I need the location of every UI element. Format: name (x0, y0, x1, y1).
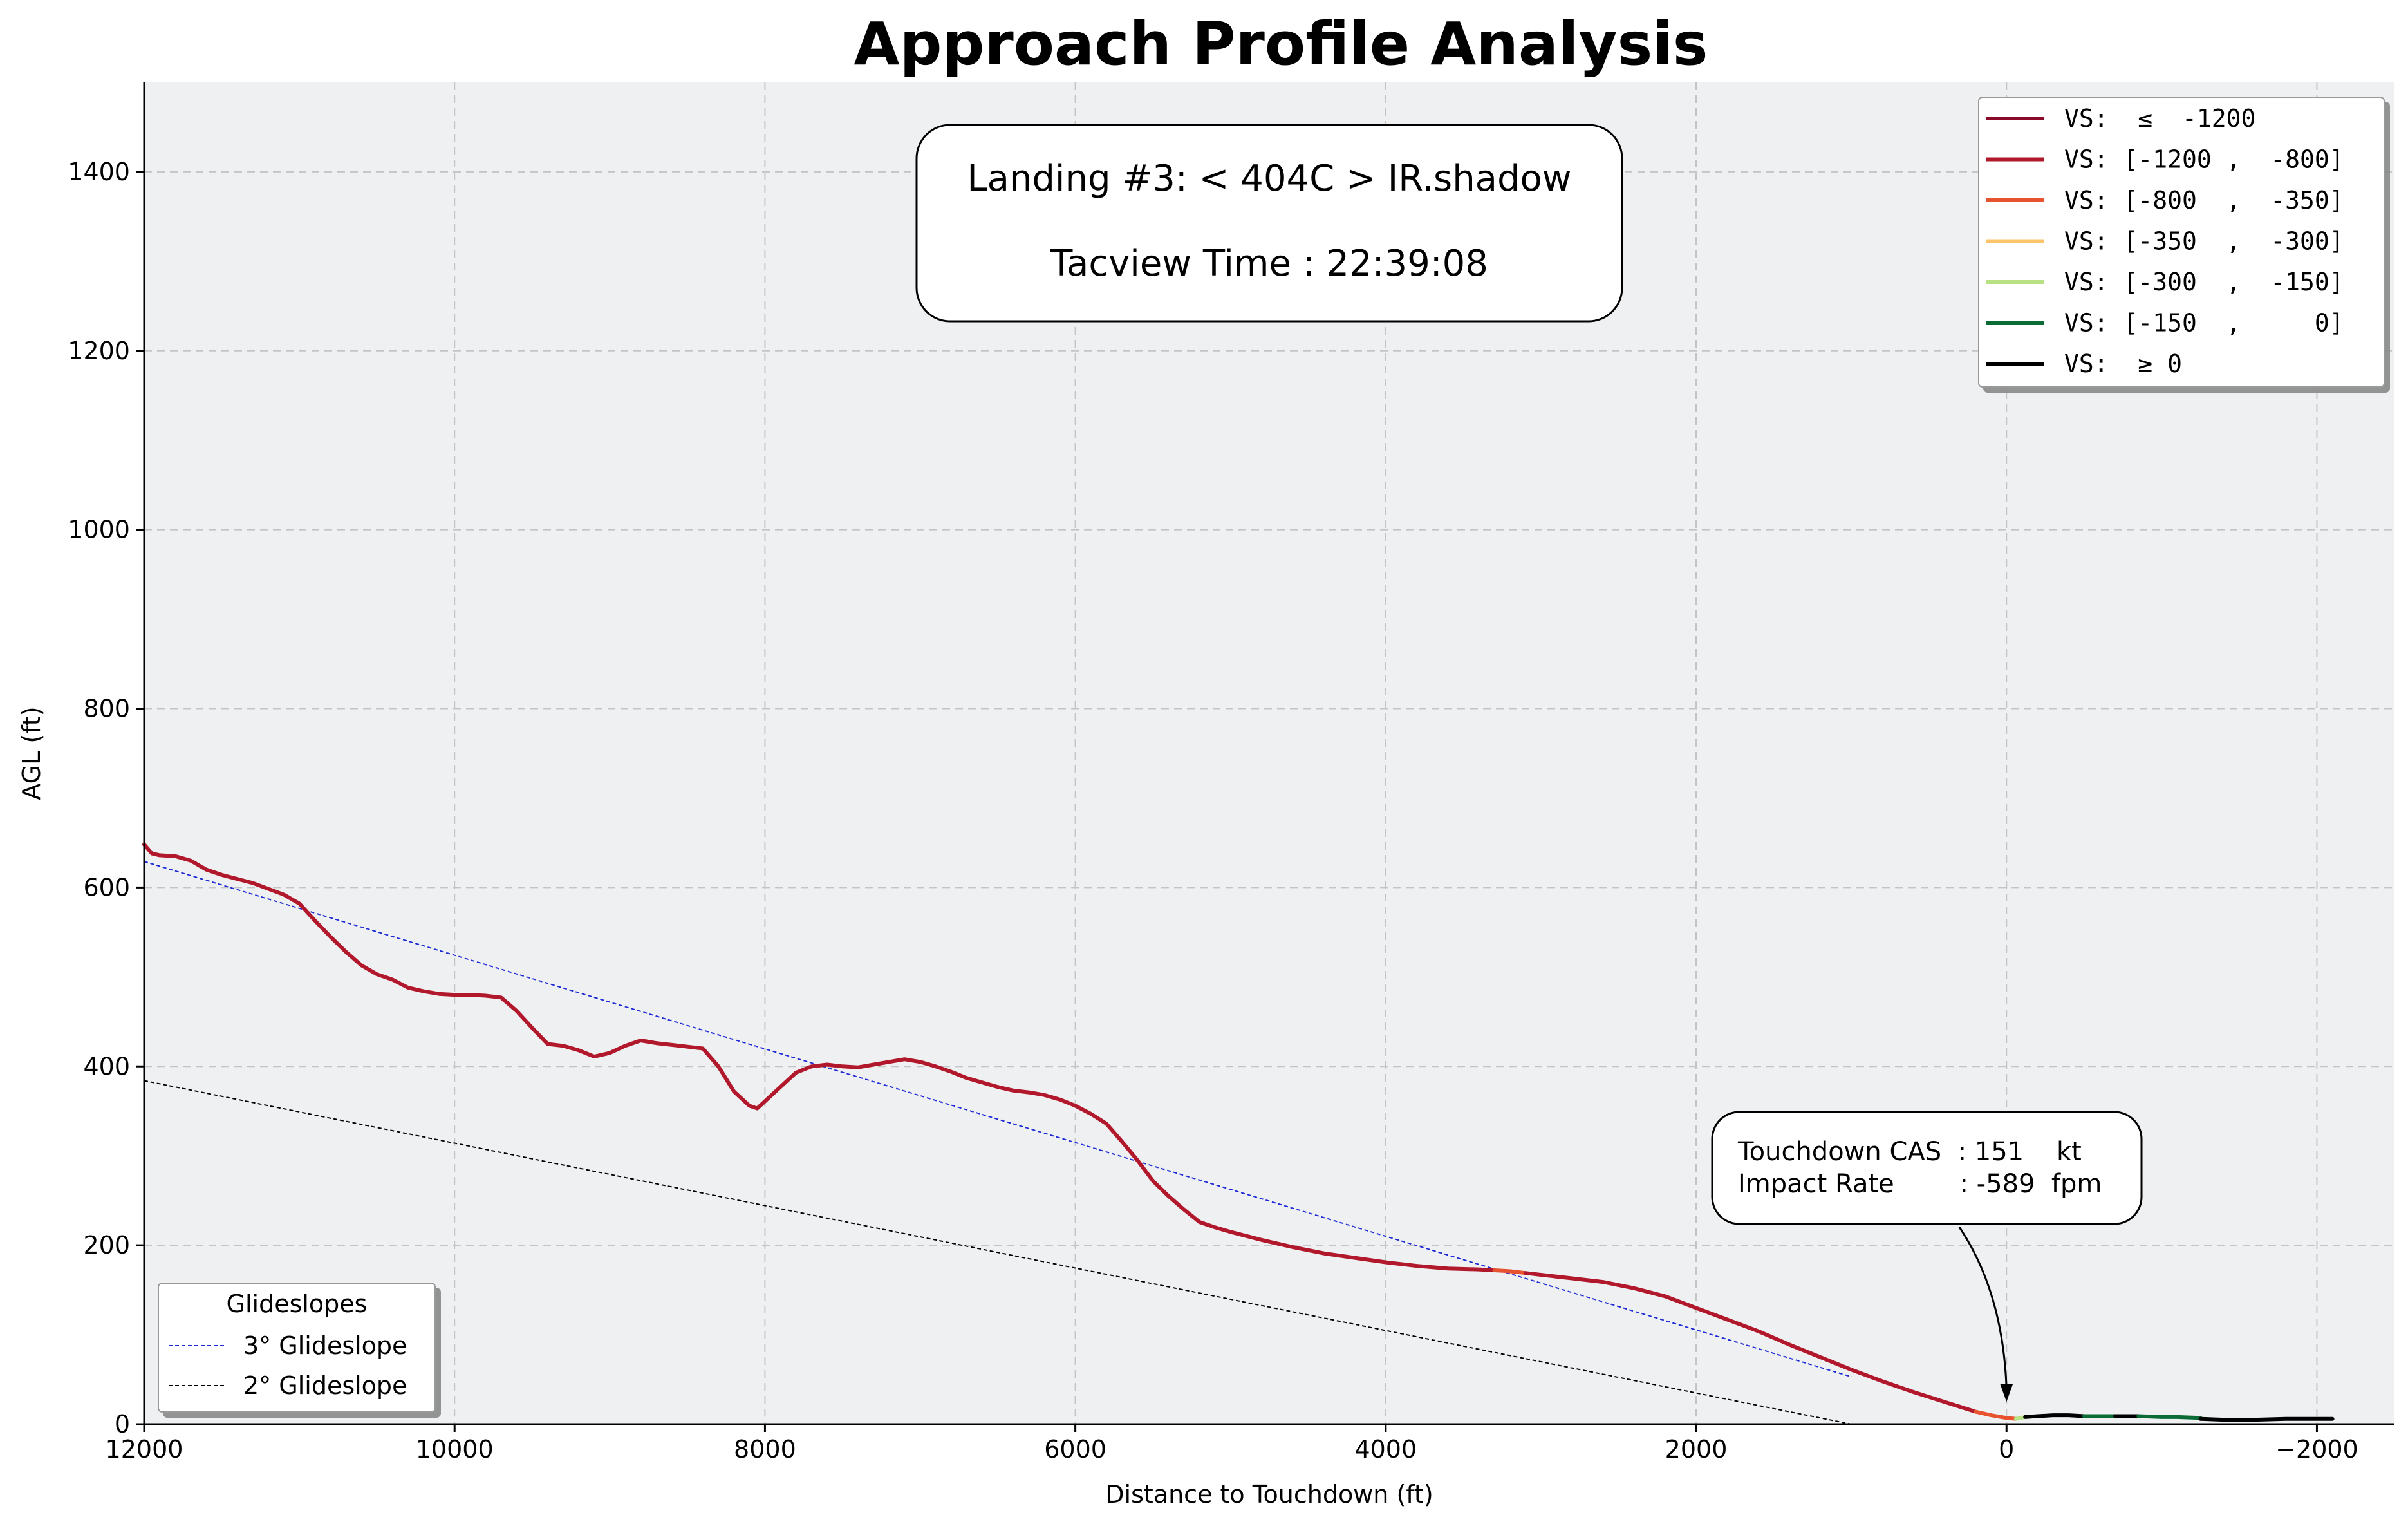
vs-legend-label: VS: [-350 , -300] (2064, 227, 2344, 256)
x-tick-label: 12000 (106, 1435, 183, 1463)
glideslope-legend-label: 3° Glideslope (243, 1331, 407, 1360)
vs-legend-label: VS: [-800 , -350] (2064, 186, 2344, 214)
vs-legend-label: VS: [-150 , 0] (2064, 309, 2344, 337)
x-tick-label: −2000 (2275, 1435, 2358, 1463)
y-tick-label: 200 (83, 1231, 130, 1259)
x-tick-label: 4000 (1354, 1435, 1417, 1463)
info-box: Landing #3: < 404C > IR.shadow Tacview T… (915, 124, 1623, 323)
y-tick-label: 400 (83, 1052, 130, 1080)
y-tick-label: 1000 (68, 516, 130, 544)
vs-legend-label: VS: [-1200 , -800] (2064, 146, 2344, 174)
profile-segment-8 (2136, 1414, 2203, 1420)
touchdown-cas: Touchdown CAS : 151 kt (1737, 1137, 2082, 1167)
x-tick-label: 6000 (1044, 1435, 1106, 1463)
profile-segment-5 (2023, 1413, 2086, 1419)
x-tick-label: 0 (1999, 1435, 2014, 1463)
y-tick-label: 800 (83, 695, 130, 723)
x-axis-label: Distance to Touchdown (ft) (1105, 1480, 1433, 1509)
x-tick-label: 2000 (1665, 1435, 1728, 1463)
vs-legend-label: VS: [-300 , -150] (2064, 268, 2344, 296)
y-tick-label: 1200 (68, 337, 130, 365)
glideslope-legend: Glideslopes 3° Glideslope 2° Glideslope (158, 1283, 436, 1413)
y-tick-label: 0 (115, 1410, 130, 1438)
vs-legend-label: VS: ≤ -1200 (2064, 104, 2255, 133)
touchdown-arrowhead (2000, 1384, 2013, 1402)
glideslope-line-0 (144, 861, 1852, 1378)
x-axis-ticks: 12000 10000 8000 6000 4000 2000 0 −2000 (106, 1424, 2358, 1463)
profile-series (142, 842, 2335, 1422)
glideslope-legend-label: 2° Glideslope (243, 1371, 407, 1400)
vs-legend-label: VS: ≥ 0 (2064, 350, 2182, 378)
y-tick-label: 600 (83, 873, 130, 901)
y-tick-label: 1400 (68, 158, 130, 186)
touchdown-annotation: Touchdown CAS : 151 kt Impact Rate : -58… (1711, 1111, 2143, 1402)
touchdown-arrow (1958, 1227, 2008, 1388)
impact-rate: Impact Rate : -589 fpm (1738, 1169, 2102, 1199)
x-tick-label: 10000 (416, 1435, 494, 1463)
y-axis-ticks: 0 200 400 600 800 1000 1200 1400 (68, 158, 144, 1438)
profile-segment-2 (1523, 1271, 1977, 1414)
landing-label: Landing #3: < 404C > IR.shadow (967, 158, 1571, 200)
vs-legend: VS: ≤ -1200 VS: [-1200 , -800] VS: [-800 ,… (1978, 97, 2385, 388)
glideslope-legend-title: Glideslopes (227, 1290, 368, 1318)
profile-segment-3 (1974, 1409, 2018, 1421)
tacview-time: Tacview Time : 22:39:08 (1050, 243, 1488, 285)
glideslope-lines (144, 861, 1852, 1425)
chart-title: Approach Profile Analysis (854, 10, 1708, 79)
profile-segment-0 (142, 842, 1497, 1272)
profile-segment-9 (2198, 1416, 2335, 1422)
profile-segment-1 (1492, 1268, 1527, 1275)
y-axis-label: AGL (ft) (17, 706, 46, 800)
x-tick-label: 8000 (734, 1435, 796, 1463)
glideslope-line-1 (144, 1080, 1852, 1425)
